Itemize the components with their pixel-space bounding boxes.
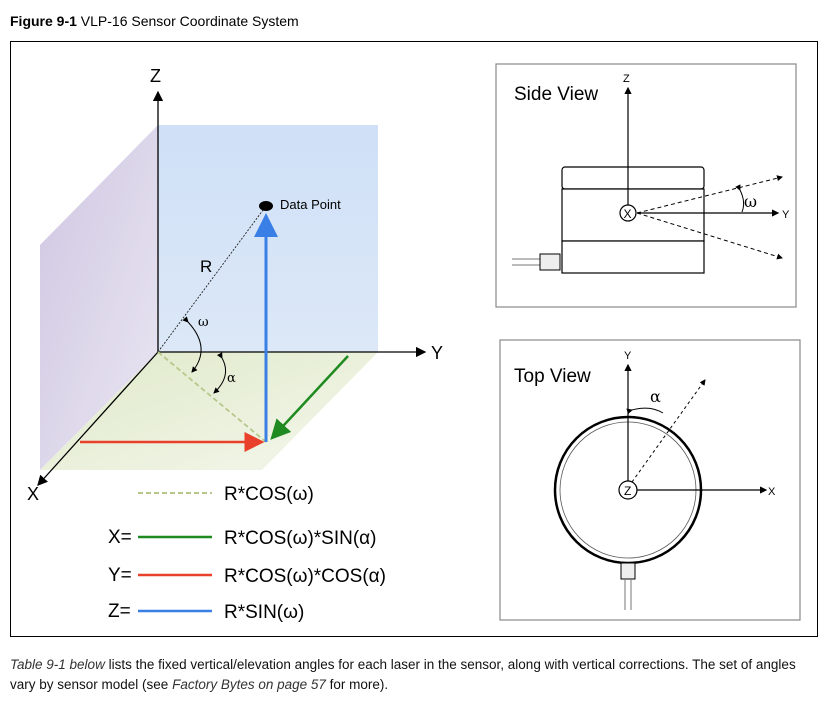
main-x-label: X: [27, 484, 39, 504]
side-y-label: Y: [782, 209, 790, 221]
top-alpha-arc: [626, 407, 664, 415]
top-center-circle: [618, 480, 638, 500]
body-text-part1: lists the fixed vertical/elevation angle…: [10, 657, 796, 692]
figure-caption: Figure 9-1 VLP-16 Sensor Coordinate Syst…: [10, 13, 299, 29]
main-y-label: Y: [431, 343, 443, 363]
top-y-label: Y: [624, 350, 632, 362]
side-view-title: Side View: [514, 84, 598, 105]
legend-formula-projection: R*COS(ω): [224, 484, 314, 505]
side-center-label: X: [624, 207, 632, 221]
side-sensor-cap: [561, 166, 705, 190]
side-omega-arc: [735, 184, 745, 213]
main-x-axis: [37, 351, 159, 486]
body-paragraph: Table 9-1 below lists the fixed vertical…: [10, 655, 820, 695]
side-omega-label: ω: [744, 192, 757, 211]
table-reference-link[interactable]: Table 9-1 below: [10, 657, 105, 672]
side-sensor-base: [561, 240, 705, 274]
omega-arc: [182, 316, 202, 373]
body-text-part2: for more).: [325, 677, 389, 692]
side-view-panel: Side View Z Y ω X: [495, 63, 797, 308]
main-z-label: Z: [150, 66, 161, 86]
top-alpha-label: α: [650, 387, 661, 406]
r-label: R: [200, 257, 212, 276]
side-connector: [539, 253, 561, 271]
side-z-label: Z: [623, 73, 630, 85]
figure-label: Figure 9-1: [10, 13, 77, 29]
legend-formula-z: R*SIN(ω): [224, 602, 304, 623]
r-line: [157, 205, 267, 353]
top-view-panel: Top View Y X α Z: [499, 339, 801, 621]
legend-formula-y: R*COS(ω)*COS(α): [224, 566, 386, 587]
factory-bytes-link[interactable]: Factory Bytes on page 57: [172, 677, 326, 692]
legend-prefix-y: Y=: [108, 565, 132, 586]
top-view-title: Top View: [514, 366, 591, 387]
legend: R*COS(ω) X= R*COS(ω)*SIN(α) Y= R*COS(ω)*…: [108, 484, 386, 623]
figure-frame: [10, 41, 818, 637]
alpha-arc: [213, 352, 227, 394]
main-alpha-label: α: [227, 371, 236, 386]
top-beam: [631, 379, 706, 483]
x-component-arrow: [270, 355, 349, 440]
top-connector: [620, 562, 636, 580]
data-point-dot: [259, 201, 273, 211]
legend-prefix-x: X=: [108, 527, 132, 548]
plane-xy: [40, 352, 378, 470]
side-beam-up: [636, 175, 783, 214]
plane-xz: [40, 125, 158, 470]
legend-prefix-z: Z=: [108, 601, 131, 622]
top-center-label: Z: [624, 484, 631, 498]
legend-formula-x: R*COS(ω)*SIN(α): [224, 528, 376, 549]
side-beam-down: [636, 212, 783, 260]
main-omega-label: ω: [198, 315, 209, 330]
plane-yz: [158, 125, 378, 352]
data-point-label: Data Point: [280, 197, 341, 212]
side-center-circle: [619, 204, 637, 222]
top-x-label: X: [768, 486, 776, 498]
figure-title: VLP-16 Sensor Coordinate System: [80, 13, 299, 29]
